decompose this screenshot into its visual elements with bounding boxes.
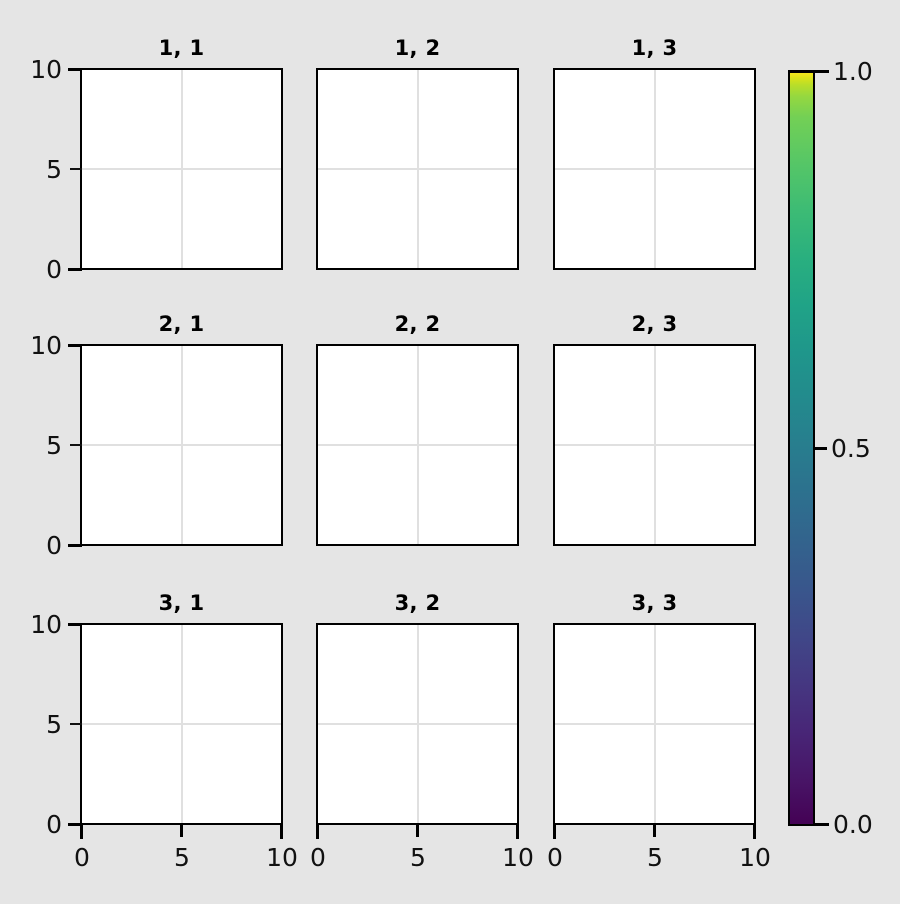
yticklabel-row1-bottom: 0 bbox=[46, 255, 62, 284]
ytick-row3-mid bbox=[70, 723, 82, 725]
gridline-horizontal bbox=[318, 168, 517, 170]
gridline-horizontal bbox=[82, 168, 281, 170]
xticklabel-col1-0: 0 bbox=[74, 843, 90, 872]
gridline-horizontal bbox=[82, 444, 281, 446]
ytick-row3-bottom bbox=[68, 823, 82, 826]
panel-2-2[interactable] bbox=[316, 344, 519, 546]
ytick-row1-top bbox=[68, 68, 82, 71]
panel-title-2-1: 2, 1 bbox=[158, 312, 205, 336]
colorbar-gradient bbox=[788, 70, 815, 826]
panel-title-1-2: 1, 2 bbox=[394, 36, 441, 60]
panel-title-1-3: 1, 3 bbox=[631, 36, 678, 60]
colorbar-tick-top bbox=[815, 70, 829, 73]
gridline-horizontal bbox=[82, 723, 281, 725]
xticklabel-col2-0: 0 bbox=[310, 843, 326, 872]
ytick-row2-mid bbox=[70, 444, 82, 446]
panel-2-3[interactable] bbox=[553, 344, 756, 546]
xtick-col2-5 bbox=[416, 825, 419, 837]
colorbar-bottom-cap bbox=[788, 823, 815, 826]
panel-2-2-plot-area bbox=[318, 346, 517, 544]
yticklabel-row1-top: 10 bbox=[30, 55, 62, 84]
xtick-col1-10 bbox=[280, 825, 283, 839]
colorbar-ticklabel-bottom: 0.0 bbox=[833, 810, 873, 839]
panel-title-3-3: 3, 3 bbox=[631, 591, 678, 615]
xtick-col3-0 bbox=[553, 825, 556, 839]
xtick-col2-10 bbox=[516, 825, 519, 839]
yticklabel-row1-mid: 5 bbox=[46, 155, 62, 184]
yticklabel-row2-top: 10 bbox=[30, 331, 62, 360]
xtick-col1-0 bbox=[80, 825, 83, 839]
panel-1-2-plot-area bbox=[318, 70, 517, 268]
ytick-row3-top bbox=[68, 623, 82, 626]
colorbar-tick-bottom bbox=[815, 823, 829, 826]
xticklabel-col2-5: 5 bbox=[410, 843, 426, 872]
colorbar-top-cap bbox=[788, 70, 815, 73]
xticklabel-col3-0: 0 bbox=[547, 843, 563, 872]
gridline-horizontal bbox=[555, 444, 754, 446]
panel-3-1-plot-area bbox=[82, 625, 281, 823]
xticklabel-col1-5: 5 bbox=[174, 843, 190, 872]
yticklabel-row2-mid: 5 bbox=[46, 431, 62, 460]
colorbar[interactable] bbox=[788, 70, 815, 826]
panel-title-2-2: 2, 2 bbox=[394, 312, 441, 336]
xtick-col3-5 bbox=[653, 825, 656, 837]
panel-2-1[interactable] bbox=[80, 344, 283, 546]
xticklabel-col2-10: 10 bbox=[502, 843, 534, 872]
panel-1-2[interactable] bbox=[316, 68, 519, 270]
panel-1-3[interactable] bbox=[553, 68, 756, 270]
colorbar-tick-mid bbox=[815, 447, 827, 450]
panel-2-3-plot-area bbox=[555, 346, 754, 544]
panel-3-3-plot-area bbox=[555, 625, 754, 823]
panel-3-1[interactable] bbox=[80, 623, 283, 825]
panel-title-3-1: 3, 1 bbox=[158, 591, 205, 615]
panel-2-1-plot-area bbox=[82, 346, 281, 544]
xticklabel-col3-10: 10 bbox=[739, 843, 771, 872]
panel-3-3[interactable] bbox=[553, 623, 756, 825]
ytick-row2-top bbox=[68, 344, 82, 347]
xticklabel-col1-10: 10 bbox=[266, 843, 298, 872]
panel-title-3-2: 3, 2 bbox=[394, 591, 441, 615]
yticklabel-row2-bottom: 0 bbox=[46, 531, 62, 560]
gridline-horizontal bbox=[318, 723, 517, 725]
panel-3-2[interactable] bbox=[316, 623, 519, 825]
panel-title-1-1: 1, 1 bbox=[158, 36, 205, 60]
panel-title-2-3: 2, 3 bbox=[631, 312, 678, 336]
xtick-col1-5 bbox=[180, 825, 183, 837]
panel-1-1-plot-area bbox=[82, 70, 281, 268]
panel-3-2-plot-area bbox=[318, 625, 517, 823]
ytick-row1-bottom bbox=[68, 268, 82, 271]
colorbar-ticklabel-top: 1.0 bbox=[833, 57, 873, 86]
xtick-col2-0 bbox=[316, 825, 319, 839]
panel-1-3-plot-area bbox=[555, 70, 754, 268]
yticklabel-row3-top: 10 bbox=[30, 610, 62, 639]
xticklabel-col3-5: 5 bbox=[647, 843, 663, 872]
xtick-col3-10 bbox=[753, 825, 756, 839]
gridline-horizontal bbox=[318, 444, 517, 446]
ytick-row2-bottom bbox=[68, 544, 82, 547]
colorbar-ticklabel-mid: 0.5 bbox=[831, 434, 871, 463]
ytick-row1-mid bbox=[70, 168, 82, 170]
yticklabel-row3-mid: 5 bbox=[46, 710, 62, 739]
gridline-horizontal bbox=[555, 723, 754, 725]
gridline-horizontal bbox=[555, 168, 754, 170]
yticklabel-row3-bottom: 0 bbox=[46, 810, 62, 839]
panel-1-1[interactable] bbox=[80, 68, 283, 270]
